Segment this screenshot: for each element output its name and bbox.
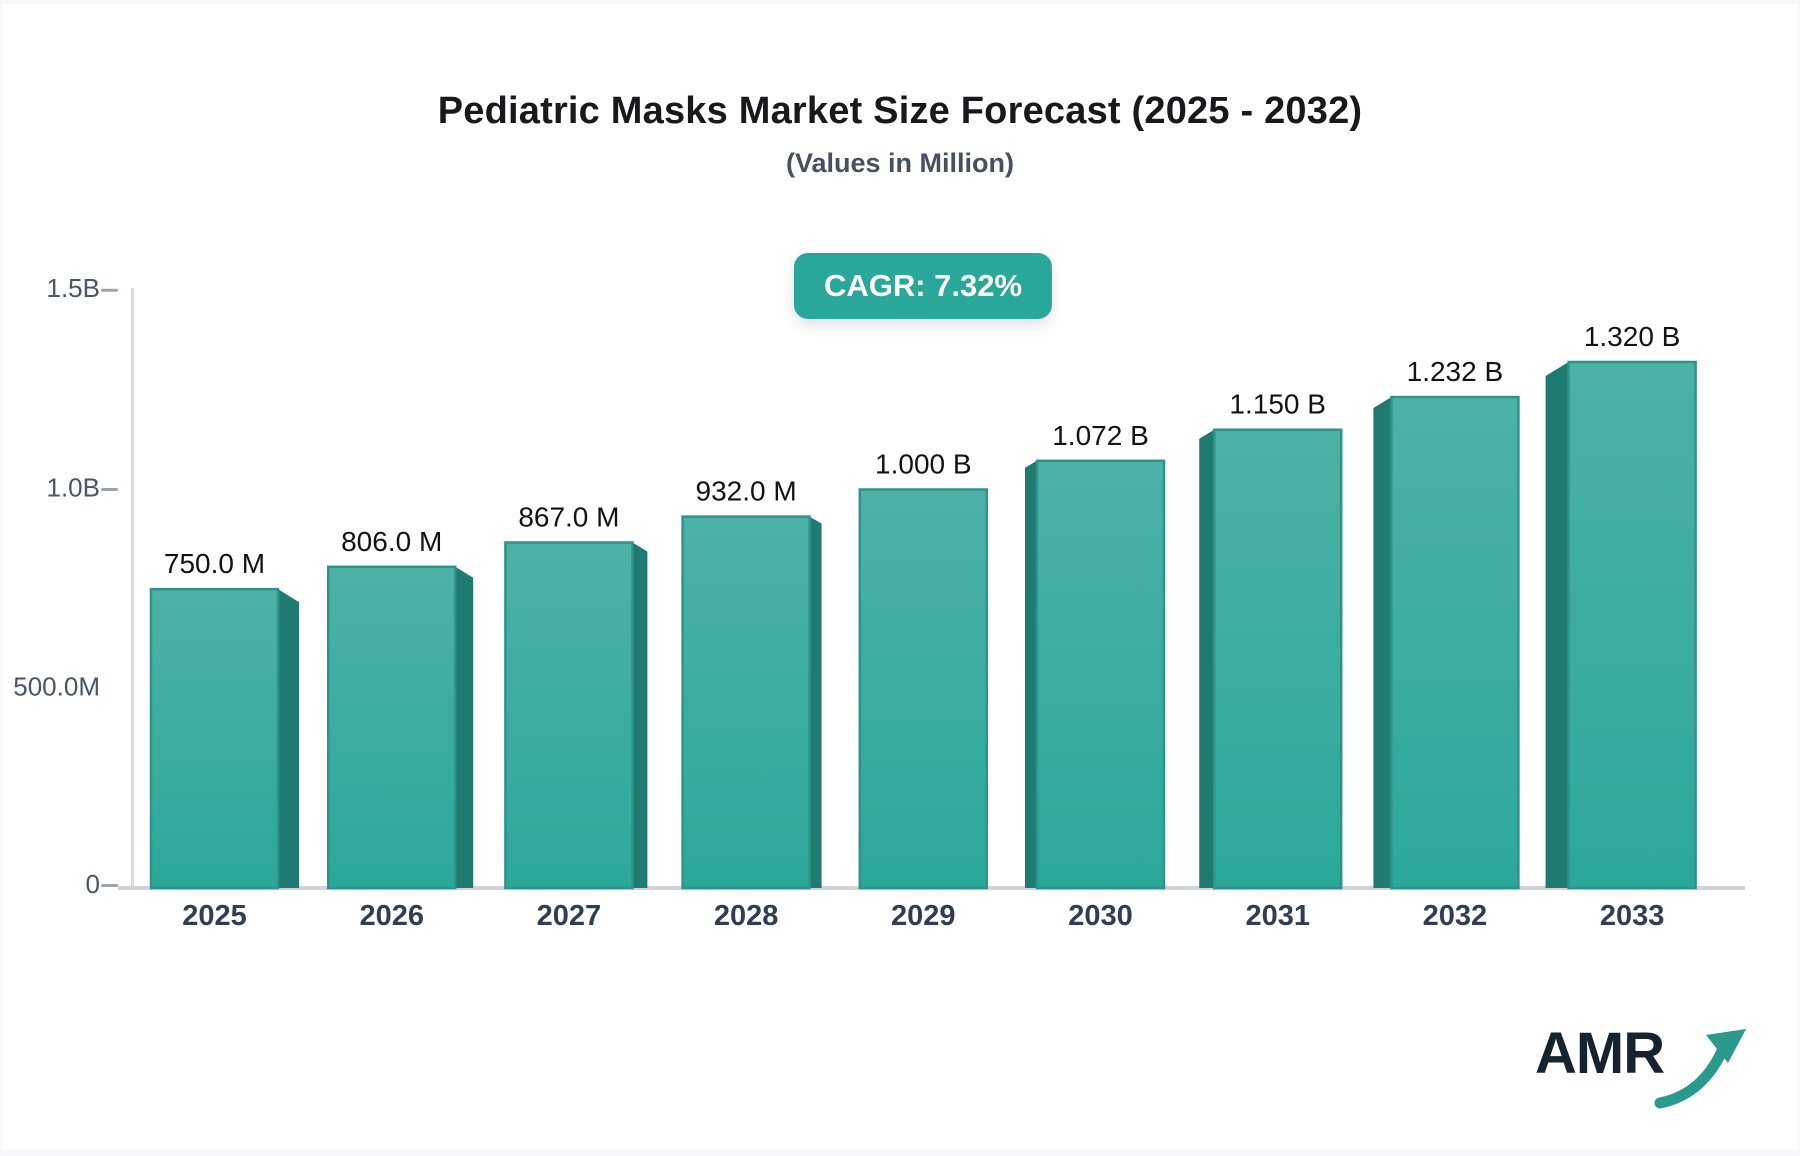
bar-front-face — [1212, 428, 1343, 890]
bar-side-face — [278, 589, 299, 888]
bar-group-2025: 750.0 M 2025 — [149, 548, 299, 932]
x-axis-label: 2029 — [891, 900, 956, 932]
y-axis-label: 1.5B — [47, 273, 101, 303]
brand-name: AMR — [1535, 1021, 1665, 1086]
bar-value-label: 1.072 B — [1052, 420, 1149, 451]
bar-value-label: 1.000 B — [875, 449, 972, 480]
bar-front-face — [681, 515, 811, 890]
bar-group-2030: 1.072 B 2030 — [1025, 420, 1166, 932]
y-axis-tick — [101, 288, 118, 292]
bar-side-face — [1025, 460, 1037, 888]
bar-front-face — [149, 587, 280, 890]
x-axis-label: 2028 — [714, 900, 779, 932]
bar-side-face — [632, 542, 648, 888]
y-axis-label: 500.0M — [13, 672, 100, 702]
bar-side-face — [1545, 361, 1569, 889]
bar-value-label: 1.232 B — [1407, 356, 1504, 387]
growth-arrow-icon — [1654, 1029, 1747, 1109]
x-axis-label: 2030 — [1068, 900, 1133, 932]
bar-side-face — [455, 566, 474, 888]
y-axis-label: 0 — [86, 869, 100, 899]
bar-value-label: 1.320 B — [1584, 321, 1681, 352]
bar-value-label: 1.150 B — [1229, 389, 1326, 420]
x-axis-label: 2025 — [182, 900, 247, 932]
y-axis-label: 1.0B — [47, 472, 101, 502]
chart-title: Pediatric Masks Market Size Forecast (20… — [437, 90, 1363, 132]
bar-side-face — [1199, 429, 1215, 888]
bar-group-2032: 1.232 B 2032 — [1373, 356, 1520, 932]
bar-group-2028: 932.0 M 2028 — [681, 476, 822, 932]
bar-group-2031: 1.150 B 2031 — [1199, 389, 1343, 932]
bar-side-face — [809, 516, 822, 888]
brand-logo: AMR — [1535, 1025, 1750, 1111]
bar-group-2029: 1.000 B 2029 — [858, 449, 989, 932]
y-axis-line — [131, 288, 134, 888]
cagr-badge: CAGR: 7.32% — [793, 253, 1053, 319]
bar-value-label: 932.0 M — [696, 476, 797, 507]
bar-value-label: 750.0 M — [164, 548, 265, 579]
bar-side-face — [1373, 397, 1392, 888]
bar-group-2033: 1.320 B 2033 — [1545, 321, 1697, 932]
x-axis-label: 2026 — [359, 900, 424, 932]
bar-front-face — [1035, 459, 1166, 890]
bar-front-face — [858, 488, 989, 890]
bar-front-face — [504, 541, 634, 890]
y-axis-tick — [101, 884, 118, 887]
x-axis-label: 2033 — [1600, 900, 1665, 932]
y-axis-tick — [101, 488, 118, 491]
bar-front-face — [326, 565, 457, 890]
bar-front-face — [1567, 360, 1697, 890]
x-axis-label: 2027 — [537, 900, 602, 932]
bar-value-label: 867.0 M — [518, 502, 619, 533]
bar-group-2027: 867.0 M 2027 — [504, 502, 648, 932]
x-axis-label: 2032 — [1423, 900, 1488, 932]
bar-front-face — [1390, 395, 1520, 890]
chart-subtitle: (Values in Million) — [785, 148, 1015, 178]
bar-value-label: 806.0 M — [341, 526, 442, 557]
x-axis-label: 2031 — [1245, 900, 1310, 932]
bar-group-2026: 806.0 M 2026 — [326, 526, 474, 932]
